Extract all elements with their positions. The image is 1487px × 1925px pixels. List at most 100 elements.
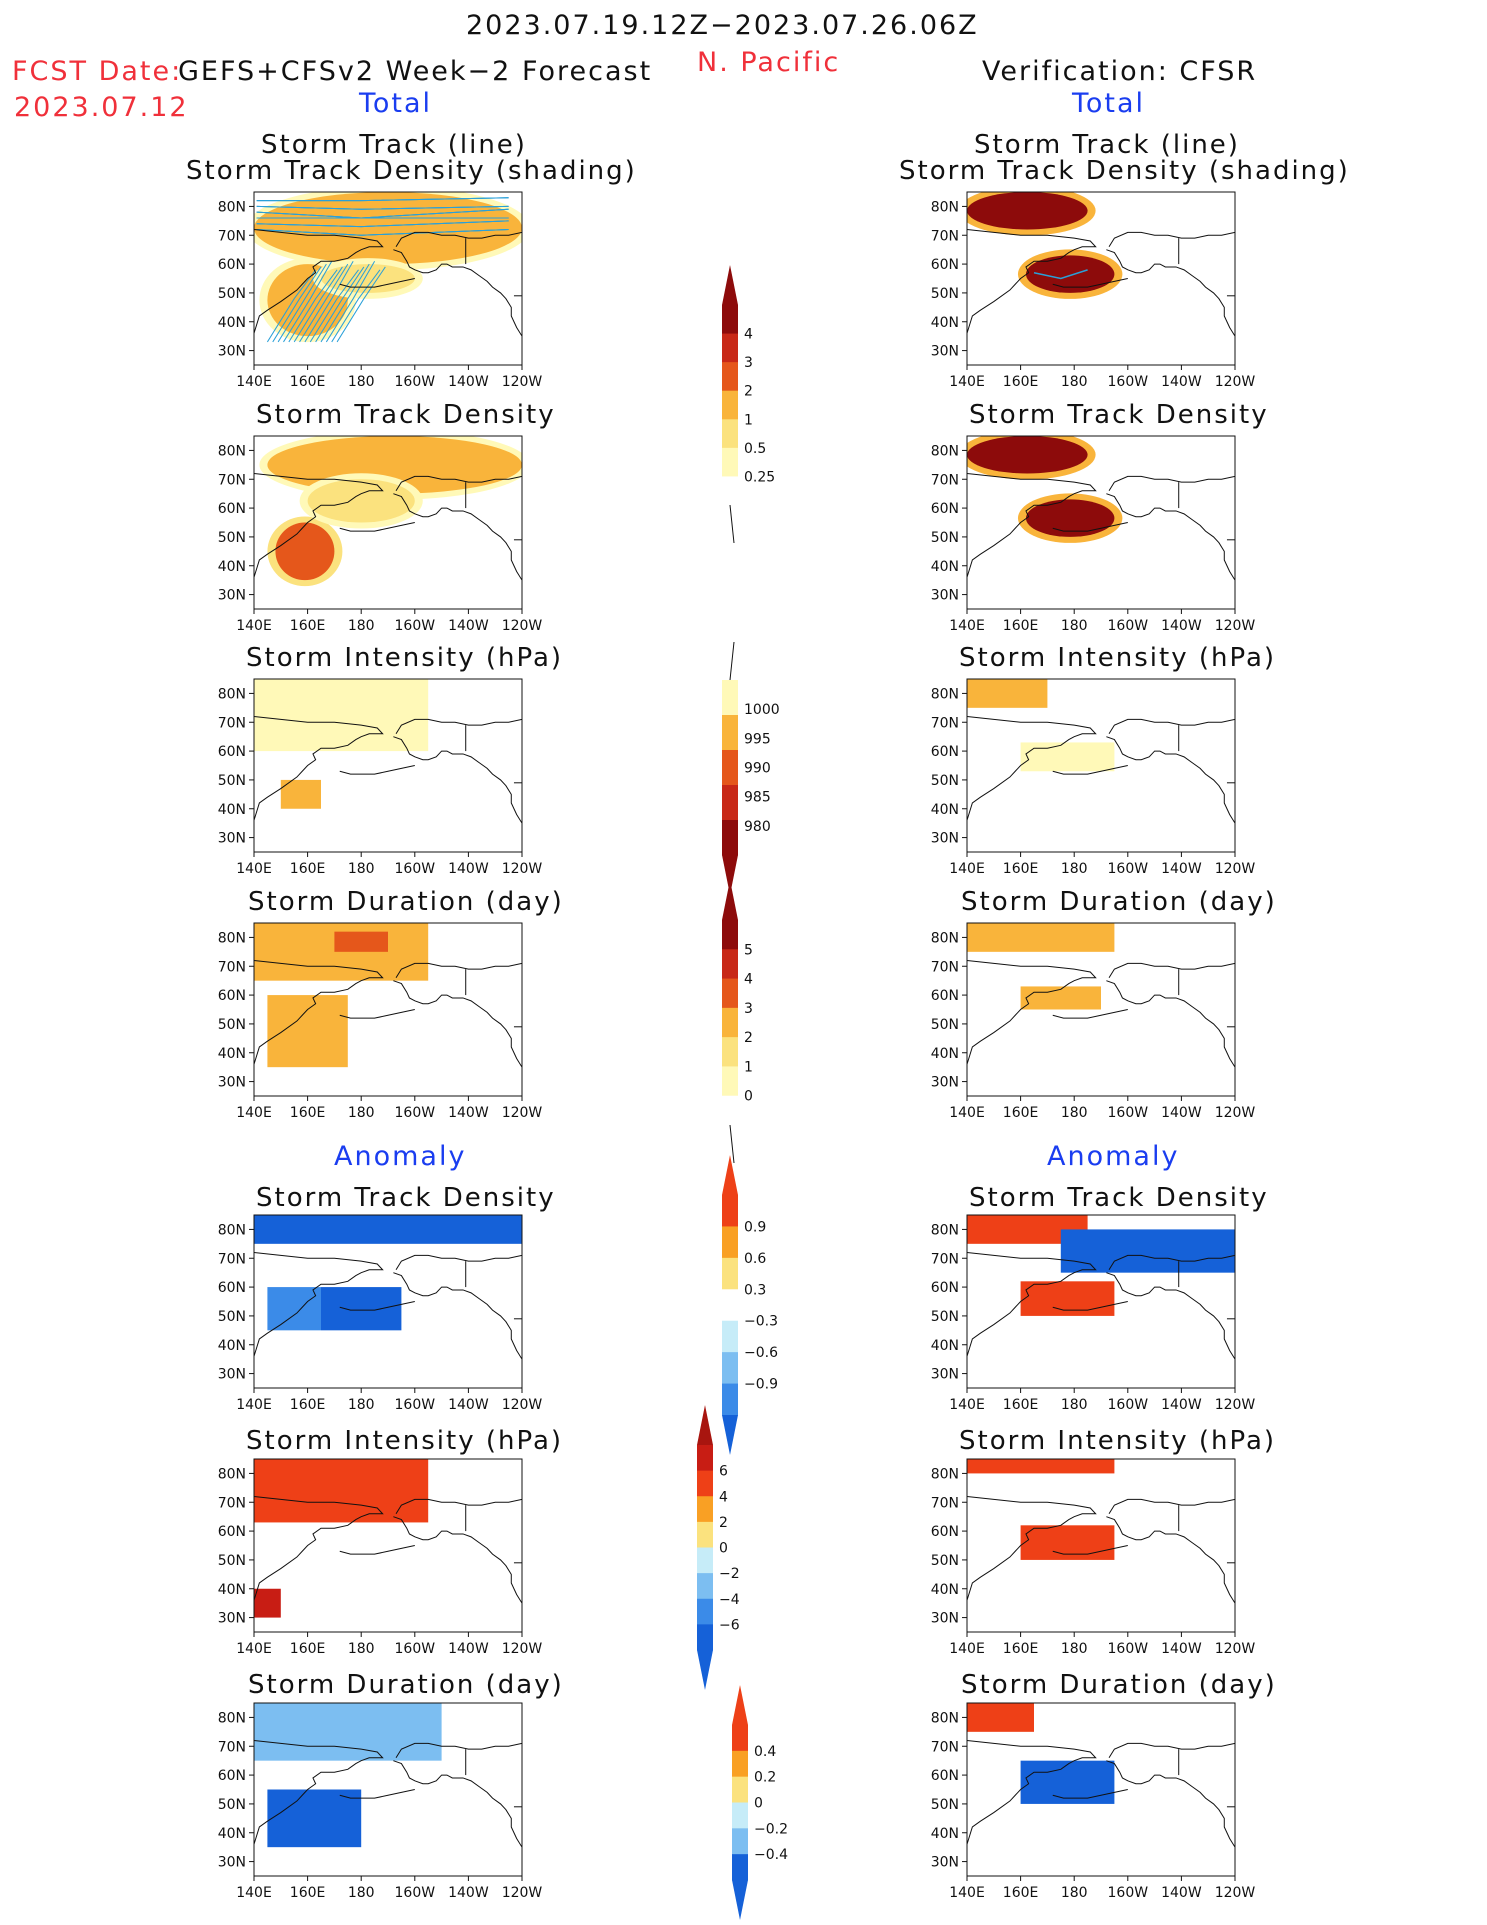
duration-colorbar-swatch xyxy=(722,920,738,950)
lon-tick-label: 160W xyxy=(1108,861,1149,877)
lat-tick-label: 80N xyxy=(931,443,959,459)
lat-tick-label: 50N xyxy=(931,286,959,302)
anom-density-colorbar-label: −0.9 xyxy=(744,1377,778,1393)
lat-tick-label: 30N xyxy=(218,344,246,360)
lon-tick-label: 180 xyxy=(348,1105,375,1121)
anom-duration-colorbar-label: 0.4 xyxy=(754,1744,776,1760)
lat-tick-label: 60N xyxy=(931,988,959,1004)
lat-tick-label: 80N xyxy=(218,1222,246,1238)
lon-tick-label: 140E xyxy=(949,374,985,390)
lat-tick-label: 40N xyxy=(931,559,959,575)
intensity-colorbar-label: 980 xyxy=(744,819,771,835)
lat-tick-label: 50N xyxy=(218,1797,246,1813)
verification-anom-density-frame xyxy=(966,1214,1236,1389)
lon-tick-label: 120W xyxy=(502,1105,543,1121)
lon-tick-label: 140E xyxy=(949,1641,985,1657)
anom-density-colorbar-swatch xyxy=(722,1226,738,1259)
lat-tick-label: 60N xyxy=(218,501,246,517)
lat-tick-label: 40N xyxy=(218,1338,246,1354)
lon-tick-label: 160E xyxy=(290,374,326,390)
anom-intensity-colorbar-label: 0 xyxy=(719,1541,728,1557)
lat-tick-label: 30N xyxy=(218,1075,246,1091)
lon-tick-label: 160E xyxy=(1003,1397,1039,1413)
lat-tick-label: 30N xyxy=(931,588,959,604)
duration-colorbar-swatch xyxy=(722,1066,738,1097)
lat-tick-label: 70N xyxy=(218,1495,246,1511)
lon-tick-label: 140E xyxy=(236,1105,272,1121)
lat-tick-label: 50N xyxy=(218,1017,246,1033)
verification-total-duration-region-1 xyxy=(1020,986,1101,1010)
forecast-total-intensity-coastlines xyxy=(254,715,522,824)
lon-tick-label: 140W xyxy=(1161,374,1202,390)
lat-tick-label: 70N xyxy=(218,228,246,244)
lon-tick-label: 160W xyxy=(395,374,436,390)
anom-intensity-colorbar: 6 4 2 0 −2 −4 −6 xyxy=(697,1405,740,1690)
anom-intensity-colorbar-swatch xyxy=(697,1624,713,1651)
forecast-total-duration-frame xyxy=(253,922,523,1097)
density-colorbar-swatch xyxy=(722,447,738,477)
lon-tick-label: 160E xyxy=(290,1885,326,1901)
forecast-anom-density-region-0 xyxy=(254,1215,522,1244)
lon-tick-label: 140E xyxy=(236,374,272,390)
lat-tick-label: 30N xyxy=(931,344,959,360)
lat-tick-label: 30N xyxy=(931,1367,959,1383)
forecast-density-title: Storm Track Density xyxy=(256,400,556,430)
verification-total-intensity-region-0 xyxy=(967,679,1048,708)
lat-tick-label: 80N xyxy=(218,1710,246,1726)
lat-tick-label: 80N xyxy=(931,1222,959,1238)
verification-anom-intensity-coastlines xyxy=(967,1495,1235,1604)
forecast-anomaly-section-label: Anomaly xyxy=(334,1141,467,1172)
density-colorbar-swatch xyxy=(722,476,738,506)
verification-anom-duration-coastlines xyxy=(967,1739,1235,1848)
anom-density-colorbar-swatch xyxy=(722,1257,738,1290)
verification-total-density-region-0 xyxy=(967,436,1088,474)
date-range-title: 2023.07.19.12Z−2023.07.26.06Z xyxy=(466,10,979,41)
lon-tick-label: 160E xyxy=(1003,618,1039,634)
lon-tick-label: 120W xyxy=(502,1885,543,1901)
verification-anom-intensity-map: 80N 70N 60N 50N 40N 30N 140E 160E 180 160W 140W 120… xyxy=(931,1458,1255,1657)
verification-anom-duration-region-0 xyxy=(967,1703,1034,1732)
anom-duration-colorbar-swatch xyxy=(732,1828,748,1855)
intensity-colorbar: 1000 995 990 985 980 xyxy=(722,641,780,895)
forecast-duration-title: Storm Duration (day) xyxy=(248,887,564,917)
lon-tick-label: 180 xyxy=(1061,1105,1088,1121)
lon-tick-label: 160E xyxy=(290,1641,326,1657)
anom-density-colorbar-swatch xyxy=(722,1352,738,1385)
lat-tick-label: 60N xyxy=(218,1524,246,1540)
forecast-anom-density-frame xyxy=(253,1214,523,1389)
lat-tick-label: 80N xyxy=(931,1710,959,1726)
verification-total-duration-region-0 xyxy=(967,923,1115,952)
lon-tick-label: 120W xyxy=(502,374,543,390)
anom-intensity-colorbar-swatch xyxy=(697,1547,713,1574)
anom-density-colorbar-label: 0.9 xyxy=(744,1219,766,1235)
lon-tick-label: 180 xyxy=(1061,374,1088,390)
lat-tick-label: 70N xyxy=(931,959,959,975)
lon-tick-label: 140W xyxy=(448,1641,489,1657)
anom-intensity-colorbar-swatch xyxy=(697,1470,713,1497)
lon-tick-label: 180 xyxy=(1061,1397,1088,1413)
lon-tick-label: 120W xyxy=(502,1641,543,1657)
forecast-total-density-region-2 xyxy=(307,479,415,523)
forecast-total-track-coastlines xyxy=(254,228,522,337)
lon-tick-label: 140W xyxy=(1161,1397,1202,1413)
forecast-total-section-label: Total xyxy=(359,88,433,119)
verification-total-track-region-0 xyxy=(967,192,1088,230)
forecast-total-intensity-frame xyxy=(253,678,523,853)
lat-tick-label: 50N xyxy=(218,530,246,546)
lat-tick-label: 70N xyxy=(931,472,959,488)
duration-colorbar-label: 1 xyxy=(744,1059,753,1075)
anom-intensity-colorbar-label: −2 xyxy=(719,1566,740,1582)
forecast-total-duration-map: 80N 70N 60N 50N 40N 30N 140E 160E 180 160W 140W 120… xyxy=(218,922,543,1121)
anom-duration-colorbar-swatch xyxy=(732,1802,748,1829)
forecast-anom-duration-title: Storm Duration (day) xyxy=(248,1670,564,1700)
lon-tick-label: 160E xyxy=(290,861,326,877)
lon-tick-label: 120W xyxy=(502,1397,543,1413)
lon-tick-label: 120W xyxy=(1215,1105,1256,1121)
lat-tick-label: 40N xyxy=(931,1338,959,1354)
lon-tick-label: 180 xyxy=(348,1397,375,1413)
lon-tick-label: 160W xyxy=(395,1885,436,1901)
lat-tick-label: 30N xyxy=(931,831,959,847)
anom-density-colorbar-swatch xyxy=(722,1195,738,1227)
lon-tick-label: 120W xyxy=(1215,1885,1256,1901)
verification-anom-density-coastlines xyxy=(967,1251,1235,1360)
